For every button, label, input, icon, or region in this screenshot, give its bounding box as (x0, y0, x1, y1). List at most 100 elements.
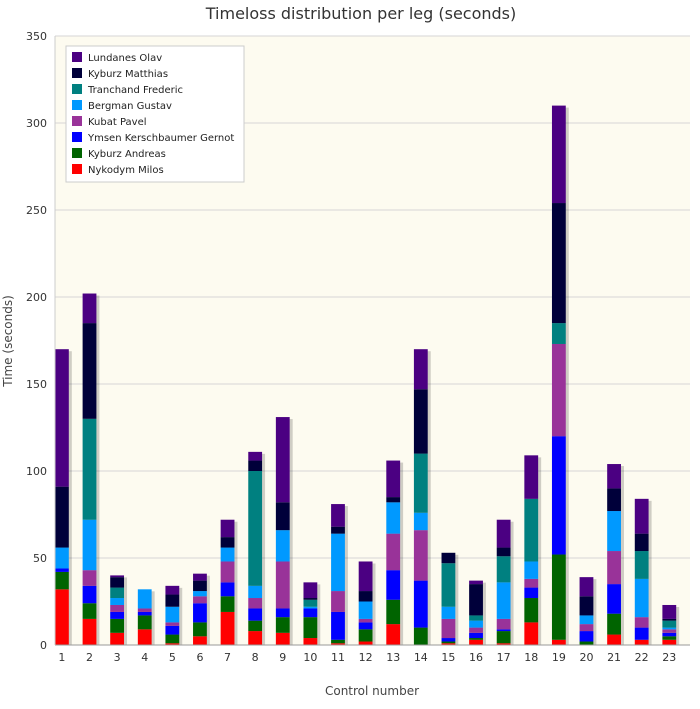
bar-segment (248, 631, 263, 645)
x-tick-label: 9 (279, 651, 286, 664)
bar-segment (193, 573, 207, 581)
bar-segment (275, 417, 290, 503)
bar-segment (137, 611, 152, 616)
bar-segment (193, 591, 207, 597)
bar-segment (110, 587, 125, 599)
bar-segment (551, 436, 566, 555)
bar-segment (165, 622, 180, 626)
bar-segment (248, 460, 263, 471)
y-tick-label: 50 (33, 552, 47, 565)
bar-segment (82, 570, 97, 586)
y-tick-labels: 0 50 100 150 200 250 300 350 (26, 30, 47, 652)
bar-segment (551, 639, 566, 645)
bar-segment (331, 611, 345, 640)
bar-segment (303, 582, 318, 599)
bar-segment (662, 620, 677, 628)
bar-segment (579, 596, 594, 616)
y-tick-label: 350 (26, 30, 47, 43)
legend-box (65, 45, 245, 183)
bar-segment (496, 629, 511, 632)
bar-segment (524, 561, 539, 579)
x-tick-label: 4 (141, 651, 148, 664)
legend-label: Kyburz Matthias (88, 69, 168, 80)
x-tick-label: 1 (58, 651, 65, 664)
bar-segment (441, 552, 456, 564)
bar-segment (607, 584, 621, 614)
bar-segment (220, 611, 235, 645)
bar-segment (331, 643, 345, 645)
bar-segment (275, 502, 290, 531)
bar-segment (386, 599, 401, 625)
bar-segment (110, 577, 125, 588)
bar-segment (441, 641, 456, 644)
x-tick-label: 18 (524, 651, 538, 664)
bar-segment (496, 631, 511, 644)
y-tick-label: 250 (26, 204, 47, 217)
bar-segment (551, 323, 566, 344)
legend-label: Tranchand Frederic (87, 85, 183, 96)
bar-segment (607, 634, 621, 645)
bar-segment (193, 580, 207, 592)
bar-segment (551, 554, 566, 640)
legend-label: Nykodym Milos (88, 165, 164, 176)
bar-segment (110, 632, 125, 645)
x-tick-label: 3 (114, 651, 121, 664)
legend-swatch (72, 84, 82, 94)
bar-segment (110, 618, 125, 633)
x-tick-label: 10 (303, 651, 317, 664)
bar-segment (220, 537, 235, 548)
bar-segment (579, 641, 594, 645)
bar-segment (331, 526, 345, 534)
x-tick-label: 13 (386, 651, 400, 664)
bar-segment (441, 563, 456, 607)
bar-segment (662, 627, 677, 630)
axes (54, 36, 690, 646)
bar-segment (165, 625, 180, 635)
bar-segment (193, 622, 207, 637)
bar-segment (413, 453, 428, 513)
bar-segment (193, 596, 207, 604)
bar-segment (496, 618, 511, 630)
y-tick-label: 100 (26, 465, 47, 478)
bar-segment (248, 471, 263, 586)
bar-segment (110, 598, 125, 605)
bar-segment (413, 512, 428, 531)
bar-segment (82, 585, 97, 604)
x-tick-label: 16 (469, 651, 483, 664)
bar-segment (55, 589, 69, 645)
bar-segment (303, 598, 318, 600)
bar-segment (634, 551, 649, 579)
bar-segment (82, 519, 97, 571)
bar-segment (662, 639, 677, 645)
bar-segment (607, 488, 621, 512)
bar-segment (662, 632, 677, 637)
x-tick-label: 14 (414, 651, 428, 664)
bar-segment (386, 502, 401, 534)
bar-segment (248, 451, 263, 461)
bar-segment (524, 578, 539, 588)
bar-segment (110, 575, 125, 578)
x-tick-label: 7 (224, 651, 231, 664)
bar-segment (220, 561, 235, 583)
bar-segment (634, 578, 649, 618)
x-tick-labels: 1 2 3 4 5 6 7 8 9 10 11 12 13 14 15 16 17 18 19 20 21 22 23 (58, 651, 676, 664)
bar-segment (496, 582, 511, 619)
bar-segment (551, 105, 566, 204)
bar-segment (303, 638, 318, 645)
bar-segment (193, 636, 207, 645)
bar-segment (82, 618, 97, 645)
bar-segment (607, 511, 621, 552)
bar-segment (55, 349, 69, 487)
bar-segment (607, 613, 621, 635)
bar-segment (634, 639, 649, 645)
bar-segment (193, 603, 207, 623)
bar-segment (469, 584, 483, 616)
bar-segment (386, 533, 401, 571)
bar-segment (607, 464, 621, 489)
bar-segment (358, 561, 373, 592)
bar-segment (137, 615, 152, 630)
x-tick-label: 8 (252, 651, 259, 664)
x-tick-label: 11 (331, 651, 345, 664)
legend-swatch (72, 52, 82, 62)
